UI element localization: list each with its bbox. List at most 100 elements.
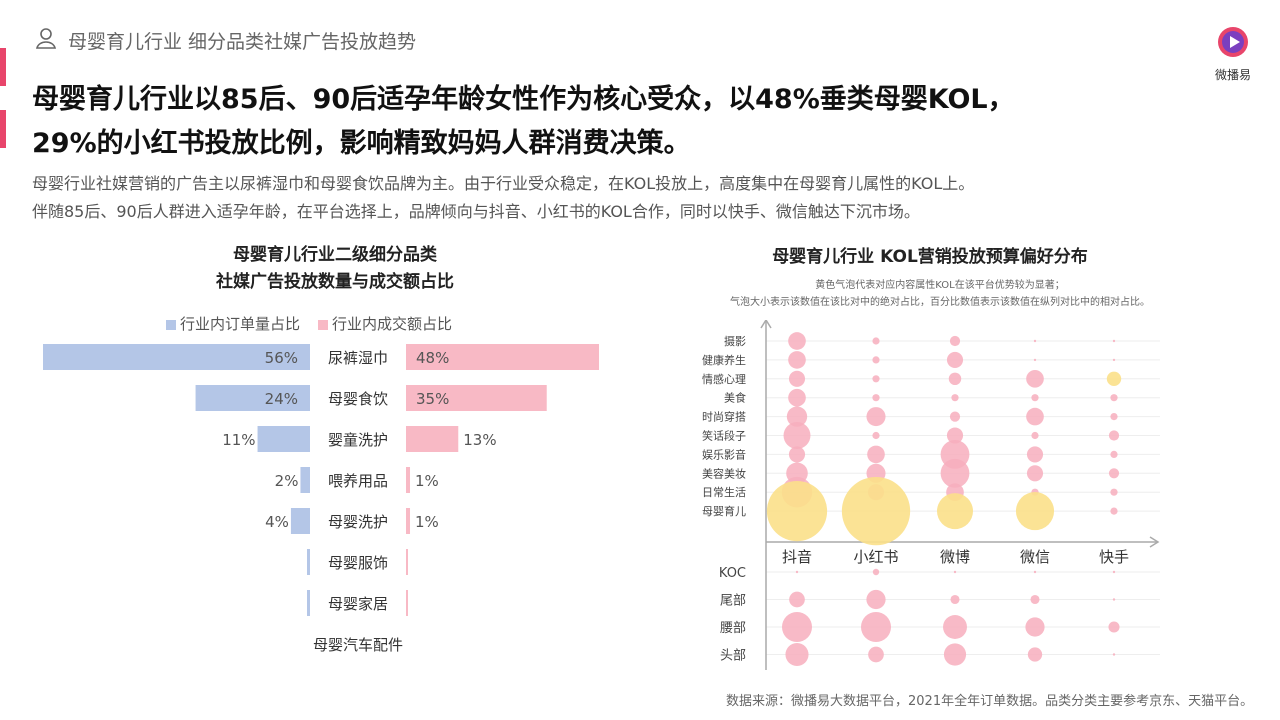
bar-gmv-label: 1% [415,513,439,531]
content-bubble [1110,413,1118,421]
content-bubble [1108,468,1120,479]
bar-gmv-label: 1% [415,472,439,490]
tier-category-label: 头部 [720,649,746,664]
breadcrumb-text: 母婴育儿行业 细分品类社媒广告投放趋势 [68,31,417,53]
content-bubble [1033,358,1037,362]
tier-bubble [953,570,957,574]
content-bubble [1110,394,1118,402]
category-label: 母婴洗护 [328,513,388,531]
headline-line-2: 29%的小红书投放比例，影响精致妈妈人群消费决策。 [32,128,691,159]
bubble-chart-note: 黄色气泡代表对应内容属性KOL在该平台优势较为显著； 气泡大小表示该数值在该比对… [700,277,1180,311]
legend-item-gmv: 行业内成交额占比 [318,313,452,334]
content-bubble [946,351,964,368]
user-icon [34,26,58,55]
content-bubble [786,406,808,427]
category-label: 母婴汽车配件 [313,636,403,654]
tier-bubble [868,646,884,663]
platform-label: 微博 [940,548,970,566]
logo-text: 微播易 [1214,68,1251,82]
category-label: 喂养用品 [328,472,388,490]
bar-chart-title-line-2: 社媒广告投放数量与成交额占比 [216,272,454,292]
content-bubble [872,431,880,440]
category-label: 母婴家居 [328,595,388,613]
content-bubble [788,351,806,369]
platform-label: 微信 [1020,548,1050,566]
y-axis-arrow [760,320,772,329]
tier-bubble [860,611,892,643]
subtitle-line-2: 伴随85后、90后人群进入适孕年龄，在平台选择上，品牌倾向与抖音、小红书的KOL… [32,202,920,221]
headline-line-1: 母婴育儿行业以85后、90后适孕年龄女性作为核心受众，以48%垂类母婴KOL， [32,84,1015,115]
bar-orders [43,344,310,370]
bar-gmv [406,549,408,575]
tier-bubble [872,568,880,576]
content-bubble [788,332,806,350]
bar-gmv [406,344,599,370]
tier-bubble [1025,617,1045,637]
bar-gmv [406,467,411,493]
content-category-label: 美食 [724,391,746,405]
content-bubble [1108,430,1120,441]
content-bubble [1110,488,1118,496]
tier-bubble [785,642,809,667]
platform-label: 小红书 [853,548,898,566]
content-bubble [1112,339,1116,343]
tier-category-label: KOC [719,566,746,581]
content-category-label: 笑话段子 [702,429,746,443]
content-bubble [788,370,806,387]
bubble-chart-title: 母婴育儿行业 KOL营销投放预算偏好分布 [772,247,1088,267]
content-bubble [872,356,880,364]
content-bubble [951,394,959,402]
tier-bubble [1112,598,1116,601]
content-bubble [1110,507,1118,515]
content-bubble [872,375,880,383]
tier-bubble [789,591,805,608]
data-source: 数据来源：微播易大数据平台，2021年全年订单数据。品类分类主要参考京东、天猫平… [726,694,1254,709]
content-bubble [1031,394,1039,402]
content-category-label: 摄影 [724,334,746,348]
content-bubble [948,372,962,386]
legend-swatch-blue [166,319,176,330]
headline: 母婴育儿行业以85后、90后适孕年龄女性作为核心受众，以48%垂类母婴KOL， … [32,78,1252,166]
content-bubble [783,422,811,449]
content-bubble [872,394,880,402]
tier-bubble [781,611,813,643]
bar-gmv-label: 35% [416,390,449,408]
tier-bubble [1030,594,1040,605]
content-bubble [788,446,806,463]
content-category-label: 日常生活 [702,485,746,499]
bar-orders [290,508,310,534]
bar-gmv [406,426,459,452]
tier-category-label: 尾部 [720,594,746,609]
bar-orders [300,467,310,493]
accent-bar-top [0,48,6,86]
tier-bubble [1112,570,1116,574]
content-bubble [1015,492,1055,531]
bar-gmv-label: 48% [416,349,449,367]
content-bubble [949,335,961,347]
bar-orders-label: 4% [265,513,289,531]
content-bubble [766,480,828,542]
content-category-label: 时尚穿搭 [702,410,746,424]
bar-orders-label: 11% [222,431,255,449]
tier-bubble [795,570,799,574]
bubble-note-line-1: 黄色气泡代表对应内容属性KOL在该平台优势较为显著； [815,280,1065,291]
content-bubble [1031,431,1039,440]
content-bubble [1026,446,1044,463]
bar-gmv [406,590,408,616]
content-bubble [946,427,964,444]
content-bubble [866,407,886,427]
tier-category-label: 腰部 [720,621,746,636]
brand-logo: 微播易 [1203,24,1263,83]
accent-bar-bottom [0,110,6,148]
tier-bubble [943,643,967,666]
category-label: 尿裤湿巾 [328,349,388,367]
subtitle: 母婴行业社媒营销的广告主以尿裤湿巾和母婴食饮品牌为主。由于行业受众稳定，在KOL… [32,170,1262,226]
tier-bubble [1033,570,1037,574]
tier-bubble [950,594,960,605]
breadcrumb: 母婴育儿行业 细分品类社媒广告投放趋势 [34,26,416,55]
content-category-label: 母婴育儿 [702,504,746,518]
content-bubble [1112,358,1116,362]
content-bubble [1110,450,1118,458]
legend-label-gmv: 行业内成交额占比 [332,315,453,333]
